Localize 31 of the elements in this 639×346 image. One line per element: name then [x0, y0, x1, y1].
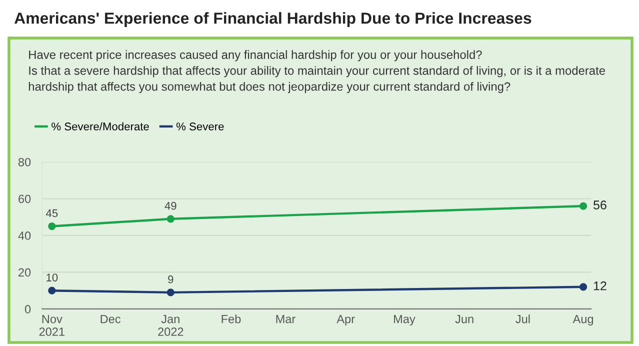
data-label: 12 [594, 281, 606, 290]
point [166, 215, 174, 223]
point [48, 286, 56, 294]
chart-title: Americans' Experience of Financial Hardship Due to Price Increases [14, 12, 532, 27]
legend-label: % Severe/Moderate [52, 122, 149, 130]
y-tick-label: 60 [18, 194, 31, 204]
x-tick-label: Jan 2022 [158, 314, 184, 336]
y-tick-label: 0 [24, 305, 31, 314]
x-tick-label: Apr [336, 314, 355, 326]
x-tick-label: Jul [516, 314, 530, 324]
data-label: 45 [46, 209, 58, 218]
chart-subtitle: Have recent price increases caused any financial hardship for you or your household? Is that a severe hardship that affects your ability to maintain your current standard of living, or is it a moderate hardship that affects you somewhat but does not jeopardize your current standard of living? [28, 50, 605, 94]
data-label: 9 [168, 275, 174, 284]
x-tick-label: May [394, 314, 416, 326]
y-tick-label: 20 [18, 268, 31, 277]
x-tick-label: Mar [276, 314, 296, 324]
y-tick-label: 80 [18, 158, 31, 166]
x-tick-label: Aug [572, 314, 594, 326]
data-label: 56 [594, 200, 606, 210]
x-tick-label: Dec [100, 314, 120, 324]
x-tick-label: Jun [455, 314, 474, 324]
y-tick-label: 40 [18, 231, 31, 240]
point [48, 222, 56, 230]
legend-label: % Severe [176, 122, 224, 130]
point [579, 202, 588, 210]
data-label: 49 [164, 202, 176, 210]
point [166, 288, 174, 296]
x-tick-label: Feb [222, 314, 241, 324]
x-tick-label: Nov 2021 [39, 314, 64, 336]
point [579, 283, 588, 291]
data-label: 10 [46, 274, 58, 282]
